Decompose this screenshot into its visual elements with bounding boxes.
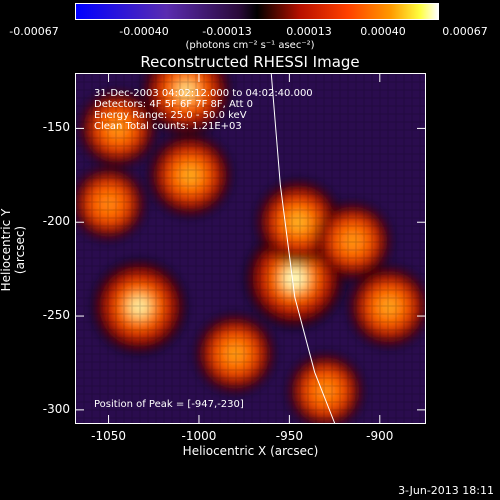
x-tick-label: -1050 xyxy=(91,429,126,443)
colorbar-tick-label: -0.00040 xyxy=(119,25,169,38)
x-axis-label: Heliocentric X (arcsec) xyxy=(182,444,319,458)
annotation-energy-range: Energy Range: 25.0 - 50.0 keV xyxy=(94,110,247,121)
colorbar-tick-label: 0.00067 xyxy=(442,25,488,38)
colorbar-units: (photons cm⁻² s⁻¹ asec⁻²) xyxy=(185,40,315,51)
colorbar xyxy=(75,3,439,20)
y-tick-labels: -150 -200 -250 -300 xyxy=(0,0,70,500)
footer-date: 3-Jun-2013 18:11 xyxy=(398,484,494,497)
solar-limb-line xyxy=(270,74,336,423)
colorbar-tick-label: -0.00067 xyxy=(9,25,59,38)
annotation-clean-counts: Clean Total counts: 1.21E+03 xyxy=(94,121,242,132)
y-axis-label: Heliocentric Y (arcsec) xyxy=(0,208,27,292)
y-tick-label: -150 xyxy=(42,120,70,135)
y-tick-label: -250 xyxy=(42,308,70,323)
colorbar-tick-label: 0.00013 xyxy=(286,25,332,38)
colorbar-tick-label: 0.00040 xyxy=(360,25,406,38)
y-tick-label: -200 xyxy=(42,214,70,229)
colorbar-tick-label: -0.00013 xyxy=(202,25,252,38)
plot-area: 31-Dec-2003 04:02:12.000 to 04:02:40.000… xyxy=(75,73,426,424)
annotation-peak-position: Position of Peak = [-947,-230] xyxy=(94,399,244,410)
heatmap-image xyxy=(76,74,425,423)
chart-title: Reconstructed RHESSI Image xyxy=(140,53,360,71)
x-tick-label: -1000 xyxy=(181,429,217,443)
x-tick-label: -950 xyxy=(275,429,303,443)
annotation-detectors: Detectors: 4F 5F 6F 7F 8F, Att 0 xyxy=(94,99,254,110)
annotation-time-range: 31-Dec-2003 04:02:12.000 to 04:02:40.000 xyxy=(94,88,313,99)
x-tick-label: -900 xyxy=(366,429,394,443)
y-tick-label: -300 xyxy=(42,401,70,416)
